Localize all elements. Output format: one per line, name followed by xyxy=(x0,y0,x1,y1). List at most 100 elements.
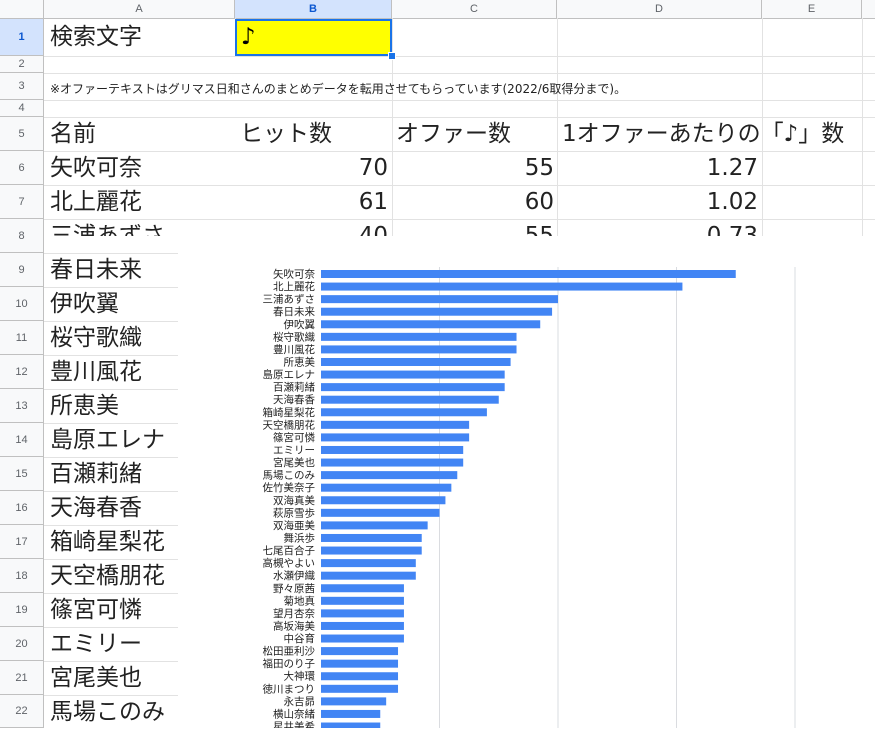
chart-bar[interactable] xyxy=(321,458,464,467)
chart-category-label: 大神環 xyxy=(284,670,316,683)
row-header-20[interactable]: 20 xyxy=(0,627,44,661)
chart-category-label: 天空橋朋花 xyxy=(263,418,316,431)
chart-bar[interactable] xyxy=(321,621,404,630)
chart-category-label: 双海真美 xyxy=(273,494,315,507)
row-header-14[interactable]: 14 xyxy=(0,423,44,457)
chart-bar[interactable] xyxy=(321,609,404,618)
name-cell: エミリー xyxy=(50,631,142,657)
grid-line xyxy=(44,491,178,492)
grid-line xyxy=(44,321,178,322)
chart-bar[interactable] xyxy=(321,345,517,354)
row-header-11[interactable]: 11 xyxy=(0,321,44,355)
chart-category-label: 七尾百合子 xyxy=(263,544,316,557)
chart-bar[interactable] xyxy=(321,445,464,454)
chart-bar[interactable] xyxy=(321,584,404,593)
grid-line xyxy=(44,593,178,594)
chart-bar[interactable] xyxy=(321,357,511,366)
grid-line xyxy=(44,525,178,526)
chart-bar[interactable] xyxy=(321,282,683,291)
chart-bar[interactable] xyxy=(321,659,399,668)
chart-bar[interactable] xyxy=(321,496,446,505)
row-header-3[interactable]: 3 xyxy=(0,73,44,100)
chart-bar[interactable] xyxy=(321,420,470,429)
select-all-corner[interactable] xyxy=(0,0,44,18)
header-hits: ヒット数 xyxy=(240,121,332,147)
chart-bar[interactable] xyxy=(321,596,404,605)
name-cell: 箱崎星梨花 xyxy=(50,529,165,555)
row-header-1[interactable]: 1 xyxy=(0,19,44,56)
row-header-5[interactable]: 5 xyxy=(0,117,44,151)
chart-bar[interactable] xyxy=(321,722,381,731)
chart-bar[interactable] xyxy=(321,307,553,316)
row-header-12[interactable]: 12 xyxy=(0,355,44,389)
chart-bar[interactable] xyxy=(321,521,428,530)
bar-chart[interactable]: 矢吹可奈 北上麗花 三浦あずさ 春日未来 伊吹翼 桜守歌織 豊川風花 所恵美 島原エレナ 百瀬莉緒… xyxy=(178,237,875,732)
row-header-13[interactable]: 13 xyxy=(0,389,44,423)
row-header-10[interactable]: 10 xyxy=(0,287,44,321)
chart-category-label: 松田亜利沙 xyxy=(263,645,316,658)
grid-line xyxy=(44,423,178,424)
chart-bar[interactable] xyxy=(321,295,558,304)
chart-bar[interactable] xyxy=(321,684,399,693)
row-header-22[interactable]: 22 xyxy=(0,695,44,728)
grid-line xyxy=(44,185,875,186)
chart-bar[interactable] xyxy=(321,370,505,379)
chart-bar[interactable] xyxy=(321,559,416,568)
chart-bar[interactable] xyxy=(321,408,487,417)
row-header-4[interactable]: 4 xyxy=(0,100,44,117)
chart-bar[interactable] xyxy=(321,533,422,542)
grid-line xyxy=(44,287,178,288)
row-header-6[interactable]: 6 xyxy=(0,151,44,185)
row-header-2[interactable]: 2 xyxy=(0,56,44,73)
chart-bar[interactable] xyxy=(321,320,541,329)
chart-bar[interactable] xyxy=(321,471,458,480)
chart-category-label: 中谷育 xyxy=(284,632,316,645)
chart-bar[interactable] xyxy=(321,395,499,404)
header-name: 名前 xyxy=(50,121,96,147)
chart-bar[interactable] xyxy=(321,672,399,681)
row-header-19[interactable]: 19 xyxy=(0,593,44,627)
row-header-17[interactable]: 17 xyxy=(0,525,44,559)
chart-bar[interactable] xyxy=(321,270,736,278)
row-header-18[interactable]: 18 xyxy=(0,559,44,593)
chart-bar[interactable] xyxy=(321,483,452,492)
chart-bar[interactable] xyxy=(321,571,416,580)
row-header-7[interactable]: 7 xyxy=(0,185,44,219)
column-header-row: A B C D E xyxy=(0,0,875,19)
column-header-b[interactable]: B xyxy=(235,0,392,18)
row-8-clip: 三浦あずさ 40 55 0.73 xyxy=(44,222,875,237)
chart-category-label: 百瀬莉緒 xyxy=(273,381,315,394)
fill-handle[interactable] xyxy=(388,52,396,60)
chart-category-label: 横山奈緒 xyxy=(273,707,315,720)
row-header-16[interactable]: 16 xyxy=(0,491,44,525)
row-header-9[interactable]: 9 xyxy=(0,253,44,287)
chart-bar[interactable] xyxy=(321,332,517,341)
grid-line xyxy=(44,117,875,118)
grid-line xyxy=(44,457,178,458)
chart-category-label: 水瀬伊織 xyxy=(273,569,315,582)
chart-bar[interactable] xyxy=(321,709,381,718)
chart-category-label: 徳川まつり xyxy=(263,682,316,695)
chart-bar[interactable] xyxy=(321,697,387,706)
chart-bar[interactable] xyxy=(321,433,470,442)
search-input[interactable]: ♪ xyxy=(235,19,392,56)
chart-bar[interactable] xyxy=(321,508,440,517)
grid-line xyxy=(44,219,875,220)
chart-category-label: 福田のり子 xyxy=(263,657,316,670)
column-header-a[interactable]: A xyxy=(44,0,235,18)
name-cell: 伊吹翼 xyxy=(50,291,119,317)
chart-bar[interactable] xyxy=(321,383,505,392)
chart-category-label: 所恵美 xyxy=(284,355,316,368)
row-header-8[interactable]: 8 xyxy=(0,219,44,253)
table-cell-hits: 70 xyxy=(358,155,388,181)
chart-category-label: 桜守歌織 xyxy=(273,330,315,343)
table-cell-per-offer: 0.73 xyxy=(706,223,758,237)
chart-bar[interactable] xyxy=(321,546,422,555)
row-header-15[interactable]: 15 xyxy=(0,457,44,491)
column-header-c[interactable]: C xyxy=(392,0,557,18)
column-header-d[interactable]: D xyxy=(557,0,762,18)
chart-bar[interactable] xyxy=(321,647,399,656)
column-header-e[interactable]: E xyxy=(762,0,862,18)
row-header-21[interactable]: 21 xyxy=(0,661,44,695)
chart-bar[interactable] xyxy=(321,634,404,643)
